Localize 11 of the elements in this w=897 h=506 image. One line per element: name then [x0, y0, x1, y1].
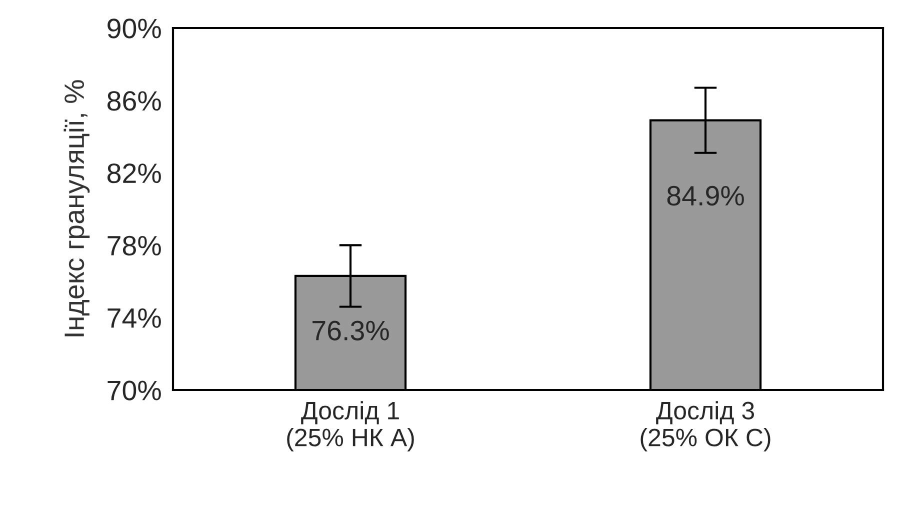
y-tick-label: 90%	[108, 18, 161, 38]
x-tick-label: Дослід 1 (25% НК А)	[287, 401, 414, 452]
data-label: 84.9%	[667, 186, 744, 206]
y-tick-label: 78%	[108, 236, 161, 256]
y-axis-title: Індекс грануляції, %	[64, 80, 90, 336]
y-tick-label: 82%	[108, 163, 161, 184]
x-tick-label: Дослід 3 (25% ОК С)	[640, 401, 770, 452]
y-tick-label: 74%	[108, 308, 161, 328]
y-tick-label: 70%	[108, 380, 161, 400]
data-label: 76.3%	[312, 320, 389, 340]
y-tick-label: 86%	[108, 91, 161, 111]
